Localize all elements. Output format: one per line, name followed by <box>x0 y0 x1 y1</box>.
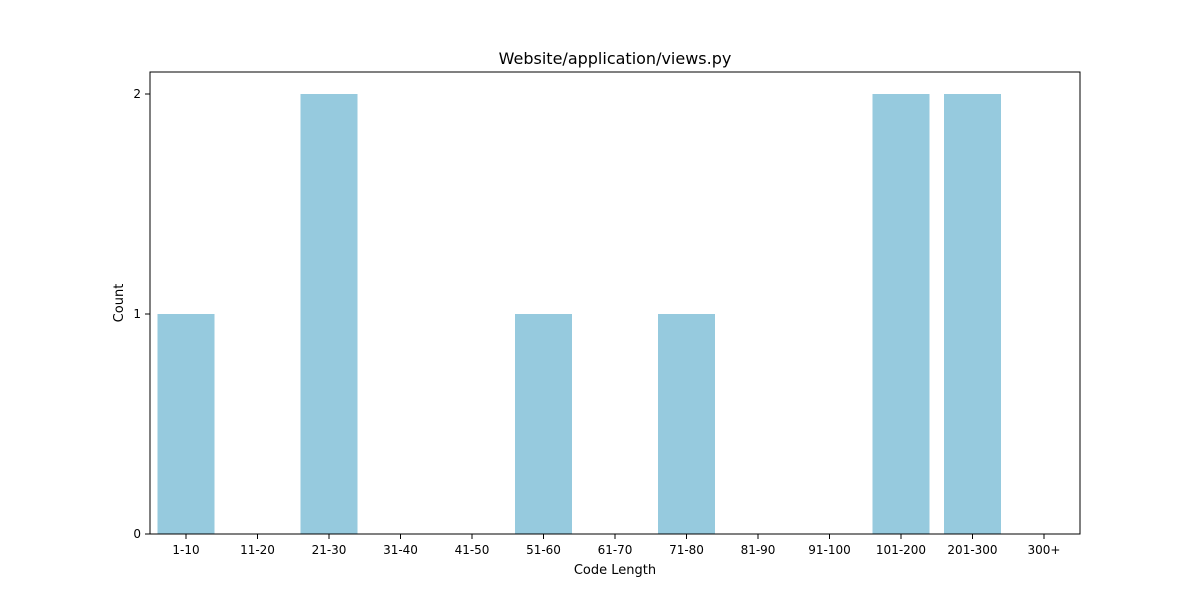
bar-1-10 <box>157 314 215 534</box>
x-tick-label: 71-80 <box>669 543 704 557</box>
x-tick-label: 91-100 <box>808 543 851 557</box>
x-tick-label: 300+ <box>1028 543 1061 557</box>
x-tick-label: 51-60 <box>526 543 561 557</box>
bar-201-300 <box>944 94 1001 534</box>
bars-layer <box>157 94 1001 534</box>
x-tick-label: 1-10 <box>172 543 199 557</box>
y-axis-label: Count <box>112 284 127 323</box>
x-tick-label: 201-300 <box>947 543 997 557</box>
bar-101-200 <box>872 94 930 534</box>
bar-71-80 <box>658 314 715 534</box>
y-tick-label: 1 <box>133 307 141 321</box>
chart-title: Website/application/views.py <box>499 49 732 68</box>
y-tick-label: 0 <box>133 527 141 541</box>
x-tick-label: 31-40 <box>383 543 418 557</box>
x-tick-label: 101-200 <box>876 543 926 557</box>
x-tick-label: 61-70 <box>598 543 633 557</box>
bar-51-60 <box>515 314 572 534</box>
x-tick-label: 11-20 <box>240 543 275 557</box>
x-tick-label: 81-90 <box>741 543 776 557</box>
x-axis-label: Code Length <box>574 563 656 578</box>
y-axis: 0 1 2 <box>133 87 150 541</box>
bar-21-30 <box>300 94 358 534</box>
x-tick-label: 41-50 <box>455 543 490 557</box>
y-tick-label: 2 <box>133 87 141 101</box>
x-axis: 1-10 11-20 21-30 31-40 41-50 51-60 61-70 71-80 8… <box>172 534 1060 557</box>
x-tick-label: 21-30 <box>312 543 347 557</box>
